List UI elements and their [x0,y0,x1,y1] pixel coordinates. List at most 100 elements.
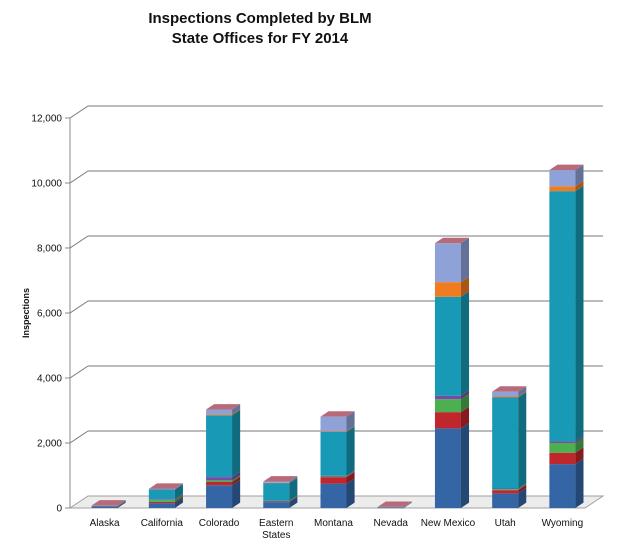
bar-segment [434,406,470,429]
bar-side [460,406,470,429]
bar-side [518,391,527,398]
bar-segment [206,479,241,508]
bar-front [549,464,576,508]
bar-front [492,489,519,491]
bar-front [263,502,290,508]
bar-segment [320,471,355,484]
y-tick-label: 0 [56,504,62,515]
bar-side [289,496,298,503]
bar-front [320,475,347,477]
bar-side [575,180,584,192]
bar-front [549,441,576,443]
bar-top [148,483,183,489]
bar-top [434,237,470,244]
bar-segment [263,477,298,484]
bar-side [518,483,527,491]
bar-side [117,500,126,507]
bar-segment [91,501,126,508]
bar-front [492,488,519,490]
bar-top [377,501,412,507]
bar-front [206,480,233,482]
bar-side [575,447,584,465]
bar-segment [148,497,183,508]
bar-side [346,470,355,477]
bar-segment [434,422,470,508]
bar-side [174,494,183,502]
bar-side [174,496,183,504]
bar-side [460,276,470,297]
bar-front [148,488,175,490]
bar-side [289,495,298,502]
bar-segment [320,470,355,477]
bar-side [575,435,584,443]
bar-front [320,431,347,432]
bar-side [174,493,183,500]
bar-segment [206,474,241,482]
bar-side [346,426,355,476]
bar-front [549,191,576,442]
bar-side [403,502,412,508]
bar-front [206,482,233,486]
bar-front [549,186,576,192]
bar-side [289,495,298,502]
bar-segment [549,447,584,465]
bar-front [434,399,461,413]
bar-front [206,414,233,416]
bar-segment [549,435,584,443]
bar-front [320,483,347,508]
bar-segment [434,276,470,297]
bar-side [575,437,584,453]
bar-side [403,501,412,508]
bar-front [492,490,519,494]
bar-side [174,483,183,490]
bar-front [492,397,519,489]
y-tick-label: 4,000 [37,374,62,385]
bar-segment [148,494,183,502]
bar-segment [320,411,355,432]
bar-front [91,505,118,506]
bar-front [148,499,175,502]
bar-side [346,425,355,432]
bar-front [148,501,175,504]
x-tick-label: Wyoming [542,518,584,529]
bar-segment [320,425,355,432]
bar-segment [434,390,470,400]
bar-segment [377,501,412,508]
bar-segment [549,164,584,187]
bar-front [434,412,461,429]
y-tick-label: 2,000 [37,439,62,450]
gridline-diag-1 [69,430,89,444]
bar-segment [434,291,470,396]
bar-top [549,164,584,170]
y-tick-label: 10,000 [31,179,62,190]
bar-side [460,291,470,396]
gridline-diag-6 [69,105,89,119]
bar-side [117,501,126,507]
bar-front [434,282,461,297]
bars [91,164,584,509]
bar-side [232,409,241,416]
bar-front [492,396,519,398]
bar-front [320,477,347,484]
bar-segment [549,437,584,453]
bar-side [289,477,298,501]
bar-segment [549,185,584,442]
bar-segment [206,471,241,481]
bar-top [206,404,241,410]
bar-side [232,404,241,415]
bar-front [206,415,233,478]
bar-side [289,476,298,483]
bar-front [263,482,290,501]
bar-segment [263,476,298,483]
bar-side [232,476,241,486]
bar-front [320,431,347,476]
bar-side [232,474,241,482]
bar-segment [206,409,241,416]
bar-segment [206,476,241,486]
gridline-diag-4 [69,235,89,249]
bar-front [91,507,118,508]
gridline-diag-2 [69,365,89,379]
bar-front [492,493,519,508]
bar-front [492,391,519,397]
